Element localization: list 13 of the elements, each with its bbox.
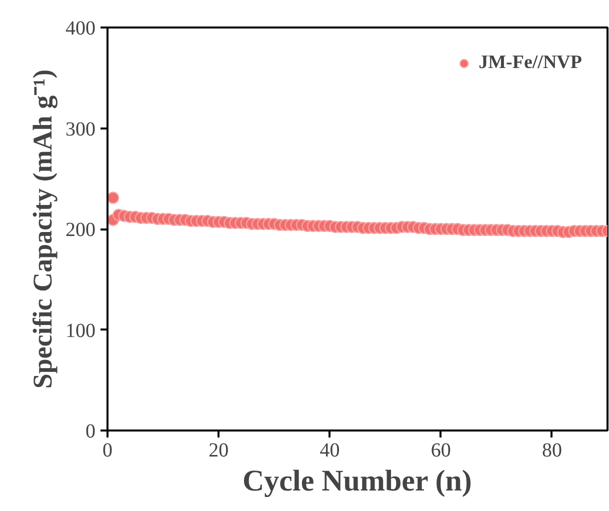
x-tick-label: 60 xyxy=(430,440,451,462)
y-tick-label: 400 xyxy=(66,18,96,40)
x-tick-label: 80 xyxy=(542,440,562,462)
y-tick-label: 300 xyxy=(66,118,96,140)
legend-label: JM-Fe//NVP xyxy=(478,52,582,74)
x-tick-label: 20 xyxy=(208,440,229,462)
x-axis-title: Cycle Number (n) xyxy=(242,464,472,498)
y-axis-title: Specific Capacity (mAh g⁻¹) xyxy=(28,69,58,389)
y-tick-label: 100 xyxy=(66,320,96,342)
y-tick-label: 200 xyxy=(66,219,96,241)
x-tick-label: 0 xyxy=(102,440,112,462)
y-tick-label: 0 xyxy=(86,420,96,442)
x-tick-label: 40 xyxy=(320,440,340,462)
